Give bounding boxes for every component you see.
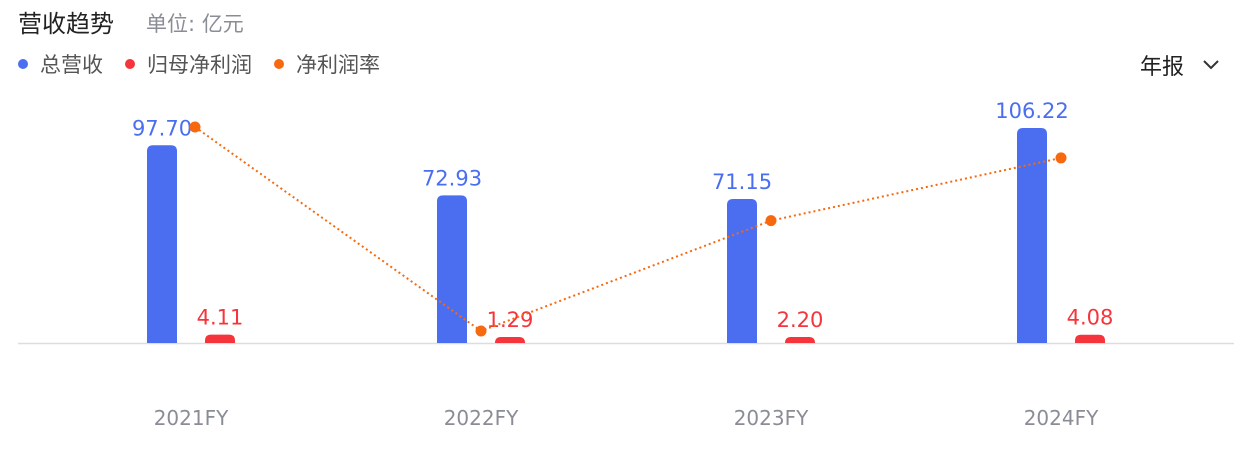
net-margin-point: [765, 215, 777, 227]
net-margin-point: [475, 325, 487, 337]
legend-marker: [274, 59, 284, 69]
net-profit-data-label: 4.11: [197, 306, 244, 330]
net-margin-point: [1055, 152, 1067, 164]
legend-marker: [125, 59, 135, 69]
net-profit-data-label: 2.20: [777, 308, 824, 332]
legend-marker: [18, 59, 28, 69]
x-tick-label: 2023FY: [734, 406, 809, 430]
net-profit-bar: [205, 334, 235, 343]
revenue-bar: [1017, 128, 1047, 343]
period-dropdown[interactable]: 年报: [1140, 49, 1220, 81]
net-profit-bar: [785, 337, 815, 343]
revenue-data-label: 97.70: [132, 116, 192, 140]
period-value: 年报: [1140, 55, 1185, 80]
net-margin-line: [194, 126, 1062, 333]
net-profit-data-label: 4.08: [1067, 306, 1114, 330]
revenue-bar: [147, 145, 177, 343]
legend-label: 总营收: [40, 53, 103, 77]
legend-label: 归母净利润: [147, 53, 252, 77]
legend: 总营收 归母净利润 净利润率: [18, 49, 380, 79]
revenue-data-label: 72.93: [422, 166, 482, 190]
net-profit-bar: [495, 337, 525, 343]
revenue-bar: [727, 198, 757, 343]
revenue-bar: [437, 195, 467, 343]
net-profit-bar: [1075, 334, 1105, 343]
revenue-data-label: 71.15: [712, 170, 772, 194]
chart-title: 营收趋势: [18, 10, 114, 38]
x-tick-label: 2021FY: [154, 406, 229, 430]
net-margin-point: [189, 121, 201, 133]
legend-item-net-profit[interactable]: 归母净利润: [125, 49, 252, 79]
unit-label: 单位: 亿元: [146, 12, 244, 36]
net-profit-data-label: 1.29: [487, 308, 534, 332]
chevron-down-icon: [1203, 60, 1219, 70]
revenue-data-label: 106.22: [995, 99, 1068, 123]
legend-item-revenue[interactable]: 总营收: [18, 49, 103, 79]
legend-label: 净利润率: [296, 53, 380, 77]
legend-item-net-margin[interactable]: 净利润率: [274, 49, 380, 79]
x-tick-label: 2024FY: [1024, 406, 1099, 430]
x-tick-label: 2022FY: [444, 406, 519, 430]
